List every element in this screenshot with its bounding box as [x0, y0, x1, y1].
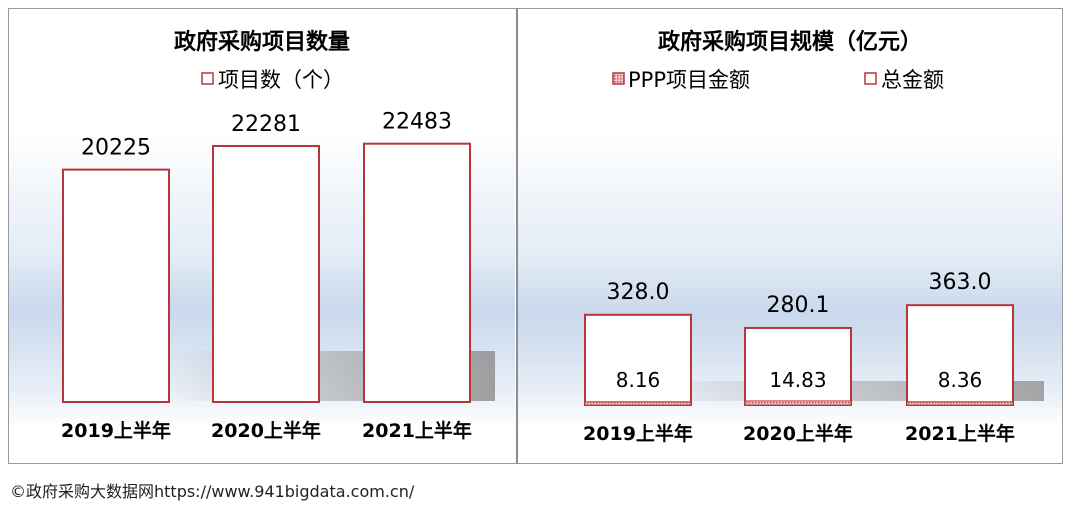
chart-title: 政府采购项目数量: [174, 29, 350, 55]
chart-title: 政府采购项目规模（亿元）: [658, 29, 922, 55]
category-label: 2021上半年: [362, 419, 472, 442]
bar-ppp-2020上半年: [744, 400, 852, 406]
bar-value-label: 22483: [382, 110, 452, 135]
ppp-value-label: 8.16: [616, 368, 661, 392]
legend-label: 项目数（个）: [218, 68, 344, 92]
project-scale-chart: 政府采购项目规模（亿元） PPP项目金额 总金额 328.0 8.16 2019上半…: [518, 9, 1062, 463]
bar-2021上半年: [363, 142, 471, 403]
category-label: 2020上半年: [743, 422, 853, 445]
bar-ppp-2019上半年: [584, 401, 692, 406]
bar-total-2021上半年: [906, 304, 1014, 406]
ppp-value-label: 14.83: [769, 368, 826, 392]
project-scale-svg: 政府采购项目规模（亿元） PPP项目金额 总金额 328.0 8.16 2019上半…: [518, 29, 1062, 445]
project-count-svg: 政府采购项目数量 项目数（个） 20225 2019上半年 22281 2020上半年…: [9, 29, 515, 442]
bar-total-2019上半年: [584, 313, 692, 406]
total-value-label: 280.1: [767, 293, 830, 318]
category-label: 2019上半年: [61, 419, 171, 442]
category-label: 2019上半年: [583, 422, 693, 445]
bar-group: 20225 2019上半年 22281 2020上半年 22483 2021上半年: [61, 110, 472, 442]
ppp-value-label: 8.36: [938, 368, 983, 392]
legend-swatch-ppp: [612, 72, 625, 85]
total-value-label: 328.0: [607, 280, 670, 305]
bar-total-2020上半年: [744, 326, 852, 406]
bar-value-label: 20225: [81, 136, 151, 161]
bar-2019上半年: [62, 168, 170, 403]
legend-swatch-total: [864, 72, 877, 85]
total-value-label: 363.0: [929, 270, 992, 295]
bar-value-label: 22281: [231, 112, 301, 137]
project-count-chart: 政府采购项目数量 项目数（个） 20225 2019上半年 22281 2020上半年…: [9, 9, 515, 463]
source-footer: ©政府采购大数据网https://www.941bigdata.com.cn/: [10, 482, 415, 501]
legend-label-ppp: PPP项目金额: [628, 68, 750, 92]
bar-group: 328.0 8.16 2019上半年 280.1 14.83 2020上半年 363.0 8.…: [583, 270, 1015, 445]
legend-swatch: [201, 72, 214, 85]
category-label: 2020上半年: [211, 419, 321, 442]
panel-divider: [516, 8, 518, 464]
legend-label-total: 总金额: [881, 68, 944, 92]
bar-2020上半年: [212, 145, 320, 403]
category-label: 2021上半年: [905, 422, 1015, 445]
bar-ppp-2021上半年: [906, 401, 1014, 406]
